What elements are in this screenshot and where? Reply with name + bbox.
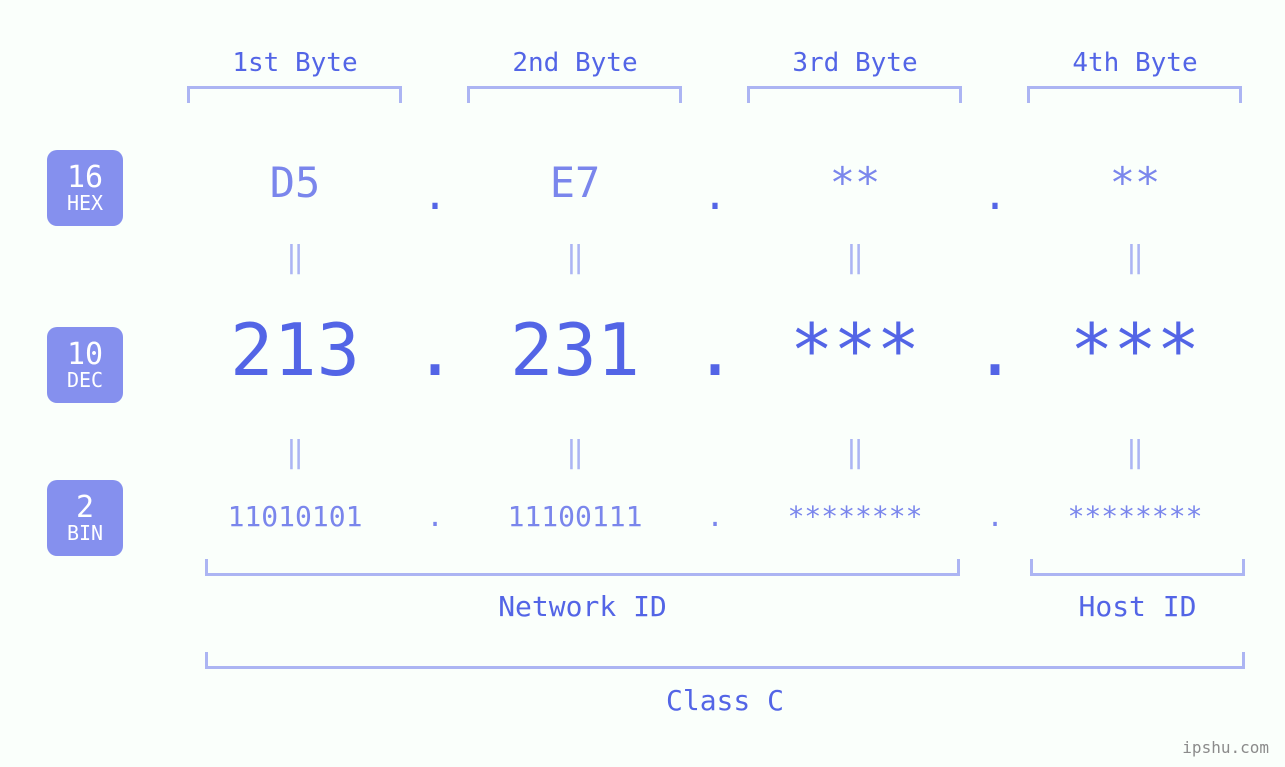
byte-label-3: 3rd Byte [740,48,970,78]
host-id-label: Host ID [1030,590,1245,623]
top-bracket-2 [467,86,682,103]
bin-byte-1: 11010101 [170,500,420,533]
dec-byte-4: *** [1020,308,1250,392]
eq-2-4: ‖ [1020,435,1250,470]
eq-2-1: ‖ [180,435,410,470]
bin-byte-2: 11100111 [450,500,700,533]
class-bracket [205,652,1245,669]
badge-bin-txt: BIN [47,523,123,544]
badge-dec: 10 DEC [47,327,123,403]
badge-dec-num: 10 [47,339,123,371]
byte-label-1: 1st Byte [180,48,410,78]
hex-byte-4: ** [1020,158,1250,207]
dec-dot-3: . [970,308,1020,392]
eq-1-1: ‖ [180,240,410,275]
class-label: Class C [205,684,1245,717]
dec-byte-3: *** [740,308,970,392]
badge-bin-num: 2 [47,492,123,524]
watermark: ipshu.com [1182,738,1269,757]
hex-byte-1: D5 [180,158,410,207]
bin-byte-4: ******** [1010,500,1260,533]
hex-byte-2: E7 [460,158,690,207]
byte-label-2: 2nd Byte [460,48,690,78]
badge-bin: 2 BIN [47,480,123,556]
dec-dot-2: . [690,308,740,392]
top-bracket-4 [1027,86,1242,103]
byte-label-4: 4th Byte [1020,48,1250,78]
hex-dot-2: . [690,170,740,219]
badge-hex: 16 HEX [47,150,123,226]
bin-dot-2: . [700,500,730,533]
hex-dot-3: . [970,170,1020,219]
bin-dot-3: . [980,500,1010,533]
eq-1-2: ‖ [460,240,690,275]
eq-1-4: ‖ [1020,240,1250,275]
dec-byte-2: 231 [460,308,690,392]
top-bracket-1 [187,86,402,103]
badge-dec-txt: DEC [47,370,123,391]
network-bracket [205,559,960,576]
dec-byte-1: 213 [180,308,410,392]
bin-byte-3: ******** [730,500,980,533]
eq-2-2: ‖ [460,435,690,470]
badge-hex-num: 16 [47,162,123,194]
eq-1-3: ‖ [740,240,970,275]
badge-hex-txt: HEX [47,193,123,214]
hex-byte-3: ** [740,158,970,207]
bin-dot-1: . [420,500,450,533]
eq-2-3: ‖ [740,435,970,470]
host-bracket [1030,559,1245,576]
dec-dot-1: . [410,308,460,392]
hex-dot-1: . [410,170,460,219]
top-bracket-3 [747,86,962,103]
network-id-label: Network ID [205,590,960,623]
